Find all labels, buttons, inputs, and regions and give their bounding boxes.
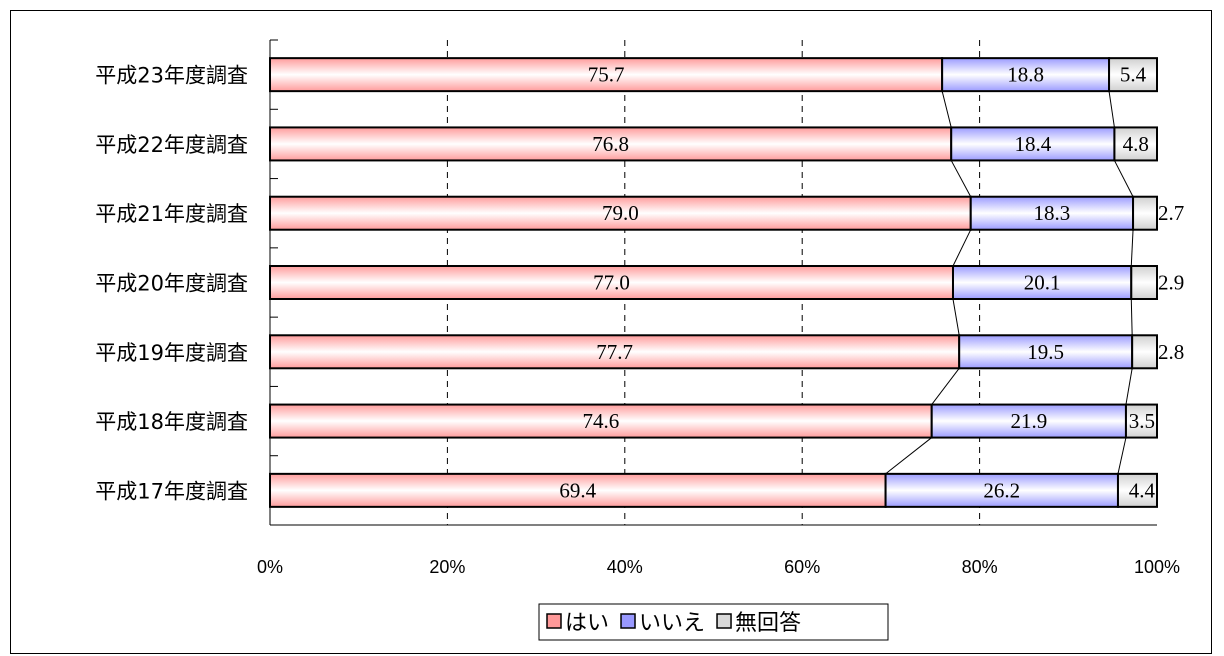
legend-label: 無回答 [735,611,801,636]
series-line [885,437,933,475]
legend-swatch [546,613,562,629]
x-tick-label: 60% [784,557,820,577]
category-label: 平成18年度調査 [95,410,248,434]
legend: はい いいえ 無回答 [538,603,889,641]
legend-swatch [716,613,732,629]
category-label: 平成20年度調査 [95,272,248,296]
bar-segment [1116,472,1159,508]
series-line [1130,229,1134,267]
series-line [950,160,972,197]
legend-label: はい [565,611,609,636]
value-label: 75.7 [588,63,625,87]
series-line [1130,298,1133,336]
bar-segment [958,334,1134,370]
bar-segment [1130,265,1158,300]
value-label: 77.7 [596,340,633,364]
value-label: 2.8 [1158,340,1184,364]
value-label: 18.3 [1034,201,1071,225]
value-label: 21.9 [1010,409,1047,433]
series-line [952,229,972,267]
bar-segment [951,265,1133,300]
bar-segment [1132,195,1159,231]
bar-segment [950,126,1116,162]
bar-segment [269,334,961,370]
value-label: 20.1 [1024,271,1061,295]
series-line [952,298,960,336]
legend-label: いいえ [639,611,705,636]
legend-swatch [620,613,636,629]
value-label: 4.4 [1129,478,1156,502]
value-label: 19.5 [1027,340,1064,364]
value-labels: 75.7 18.8 5.4 76.8 18.4 4.8 79.0 18.3 2.7 77.0 20.… [559,63,1184,503]
x-tick-label: 80% [962,557,998,577]
value-label: 74.6 [582,409,619,433]
value-label: 26.2 [983,478,1020,502]
x-tick-label: 20% [429,557,465,577]
bar-segment [1124,403,1158,439]
value-label: 2.7 [1158,201,1184,225]
bar-segment [969,195,1135,231]
series-line [1108,91,1115,128]
series-line [1125,368,1133,405]
category-labels: 平成23年度調査平成22年度調査平成21年度調査平成20年度調査平成19年度調査… [95,64,248,504]
value-label: 3.5 [1129,409,1155,433]
series-connector-lines [885,91,1134,475]
x-tick-label: 100% [1134,557,1180,577]
value-label: 2.9 [1158,271,1184,295]
category-label: 平成17年度調査 [95,479,248,503]
series-line [941,91,952,128]
legend-box [538,603,889,641]
value-label: 69.4 [559,478,596,502]
axes [269,39,1157,526]
category-label: 平成22年度調査 [95,133,248,157]
bar-segment [269,472,887,508]
bar-segment [941,57,1111,93]
value-label: 18.4 [1014,132,1051,156]
value-label: 4.8 [1123,132,1149,156]
series-line [1117,437,1127,474]
series-line [931,367,960,405]
value-label: 18.8 [1007,63,1044,87]
bar-segment [1108,57,1159,93]
bar-segment [884,472,1119,508]
bar-segment [1113,126,1158,162]
bar-segment [269,57,944,93]
bar-segment [269,403,933,439]
bar-segment [269,126,953,162]
x-tick-label: 0% [257,557,283,577]
value-label: 77.0 [593,271,630,295]
x-tick-label: 40% [607,557,643,577]
bars [269,57,1159,508]
series-line [1113,160,1134,197]
value-label: 5.4 [1120,63,1147,87]
category-label: 平成21年度調査 [95,202,248,226]
value-label: 79.0 [602,201,639,225]
bar-segment [1131,334,1158,370]
x-tick-labels: 0% 20% 40% 60% 80% 100% [257,557,1180,577]
value-label: 76.8 [592,132,629,156]
category-label: 平成23年度調査 [95,64,248,88]
bar-segment [269,195,972,231]
chart-frame [10,10,1212,654]
category-label: 平成19年度調査 [95,341,248,365]
